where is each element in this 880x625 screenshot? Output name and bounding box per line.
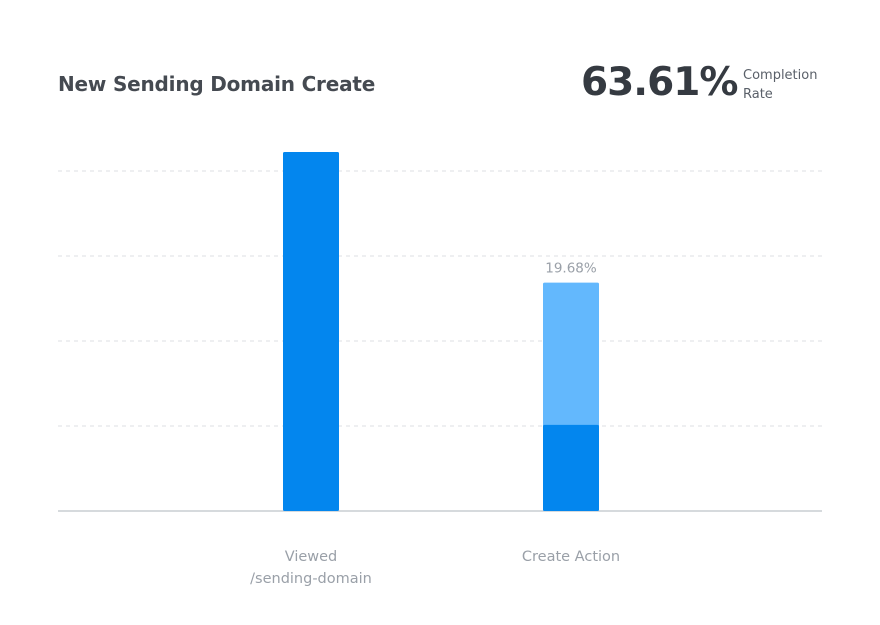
completion-rate-label: Completion Rate (743, 66, 853, 104)
completion-rate-label-line1: Completion (743, 68, 818, 83)
completion-rate-label-line2: Rate (743, 87, 773, 102)
chart-title: New Sending Domain Create (58, 72, 376, 96)
x-tick-label-2-line-1: Create Action (522, 549, 620, 565)
x-tick-label-1-line-1: Viewed (285, 549, 338, 565)
data-label-2: 19.68% (545, 261, 597, 277)
bar-completed-1 (283, 152, 339, 511)
completion-rate-value: 63.61% (581, 60, 738, 105)
x-tick-label-1-line-2: /sending-domain (250, 571, 372, 587)
bar-completed-2 (543, 424, 599, 511)
